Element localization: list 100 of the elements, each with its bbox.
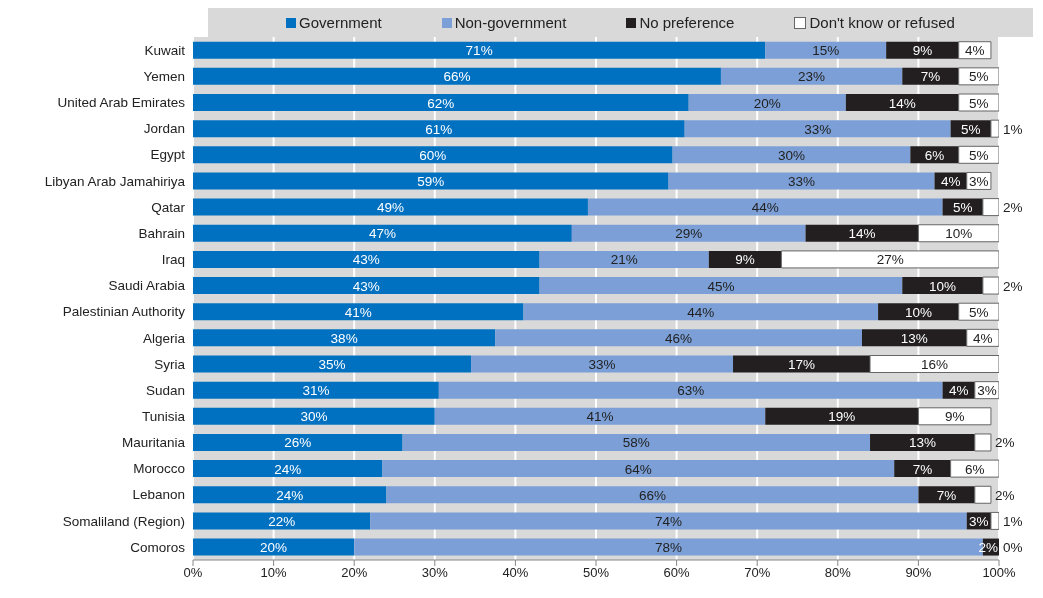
data-label: 14% <box>848 226 876 242</box>
y-tick-label: Somaliland (Region) <box>62 513 185 529</box>
data-label: 4% <box>948 383 969 399</box>
y-tick-label: Algeria <box>142 330 186 346</box>
y-tick-label: Yemen <box>143 69 185 85</box>
data-label: 29% <box>675 226 703 242</box>
data-label: 66% <box>638 487 666 503</box>
legend-label: Government <box>298 14 382 31</box>
bar <box>539 277 903 295</box>
bar <box>720 67 903 85</box>
data-label: 5% <box>969 304 989 320</box>
bar <box>805 224 919 242</box>
bar <box>193 407 435 425</box>
data-label: 9% <box>912 43 933 59</box>
y-tick-label: Libyan Arab Jamahiriya <box>44 173 186 189</box>
bar <box>684 120 951 138</box>
bar <box>539 250 709 268</box>
x-tick-label: 0% <box>183 565 203 581</box>
bar <box>193 329 496 347</box>
y-tick-label: Lebanon <box>132 487 185 503</box>
bar <box>765 41 887 59</box>
bar <box>193 512 371 530</box>
data-label: 41% <box>586 409 614 425</box>
bar <box>382 460 895 478</box>
x-tick-label: 60% <box>663 565 691 581</box>
bar <box>434 407 766 425</box>
data-label: 17% <box>788 357 816 373</box>
y-tick-label: Jordan <box>143 121 185 137</box>
data-label: 33% <box>804 121 832 137</box>
data-label: 78% <box>655 540 683 556</box>
y-tick-label: Syria <box>154 356 186 372</box>
x-tick-label: 30% <box>421 565 449 581</box>
data-label: 30% <box>777 147 805 163</box>
bar <box>571 224 806 242</box>
y-tick-label: Kuwait <box>144 42 186 58</box>
bar <box>193 198 588 216</box>
bar <box>193 355 472 373</box>
data-label: 44% <box>687 304 715 320</box>
legend-label: Non-government <box>453 14 567 31</box>
x-tick-label: 50% <box>582 565 610 581</box>
bar <box>672 146 911 164</box>
y-tick-label: Mauritania <box>121 435 186 451</box>
x-tick-label: 20% <box>341 565 368 581</box>
data-label: 41% <box>344 304 372 320</box>
data-label: 7% <box>912 461 933 477</box>
bar <box>193 67 721 85</box>
data-label: 2% <box>994 435 1015 451</box>
bar <box>438 381 943 399</box>
data-label: 22% <box>268 513 296 529</box>
bar <box>668 172 935 190</box>
y-tick-label: Morocco <box>133 461 185 477</box>
bar <box>974 485 992 504</box>
data-label: 61% <box>425 121 453 137</box>
bar <box>193 120 685 138</box>
data-label: 2% <box>1003 200 1023 216</box>
data-label: 2% <box>994 487 1015 503</box>
y-tick-label: Bahrain <box>138 225 185 241</box>
x-tick-label: 10% <box>260 565 288 581</box>
x-tick-label: 40% <box>502 565 529 581</box>
bar <box>370 512 967 530</box>
bar <box>193 381 439 399</box>
data-label: 9% <box>735 252 755 268</box>
bar <box>193 433 403 451</box>
y-tick-label: Iraq <box>161 252 185 268</box>
data-label: 24% <box>274 461 302 477</box>
x-tick-label: 70% <box>744 565 771 581</box>
data-label: 30% <box>300 409 328 425</box>
data-label: 13% <box>900 330 928 346</box>
data-label: 58% <box>622 435 650 451</box>
y-tick-label: United Arab Emirates <box>57 95 186 111</box>
data-label: 5% <box>952 200 973 216</box>
data-label: 3% <box>969 513 989 529</box>
data-label: 23% <box>798 69 826 85</box>
data-label: 5% <box>969 69 989 85</box>
bar <box>495 329 862 347</box>
data-label: 46% <box>665 330 693 346</box>
data-label: 20% <box>260 540 288 556</box>
bar <box>861 329 967 347</box>
y-tick-label: Palestinian Authority <box>62 304 186 320</box>
legend-label: Don't know or refused <box>808 14 955 31</box>
bar <box>870 433 975 451</box>
y-tick-label: Saudi Arabia <box>108 278 186 294</box>
data-label: 44% <box>751 200 779 216</box>
bar <box>471 355 734 373</box>
data-label: 60% <box>419 147 447 163</box>
x-tick-label: 90% <box>905 565 932 581</box>
data-label: 6% <box>965 461 985 477</box>
data-label: 43% <box>352 278 380 294</box>
legend-label: No preference <box>638 14 735 31</box>
data-label: 63% <box>677 383 705 399</box>
bar <box>845 94 959 112</box>
data-label: 33% <box>588 357 616 373</box>
bar <box>974 433 992 452</box>
data-label: 3% <box>977 383 997 399</box>
data-label: 5% <box>969 147 989 163</box>
bar <box>587 198 943 216</box>
x-tick-label: 100% <box>982 565 1017 581</box>
data-label: 1% <box>1003 513 1023 529</box>
bar <box>193 303 524 321</box>
data-label: 21% <box>610 252 638 268</box>
